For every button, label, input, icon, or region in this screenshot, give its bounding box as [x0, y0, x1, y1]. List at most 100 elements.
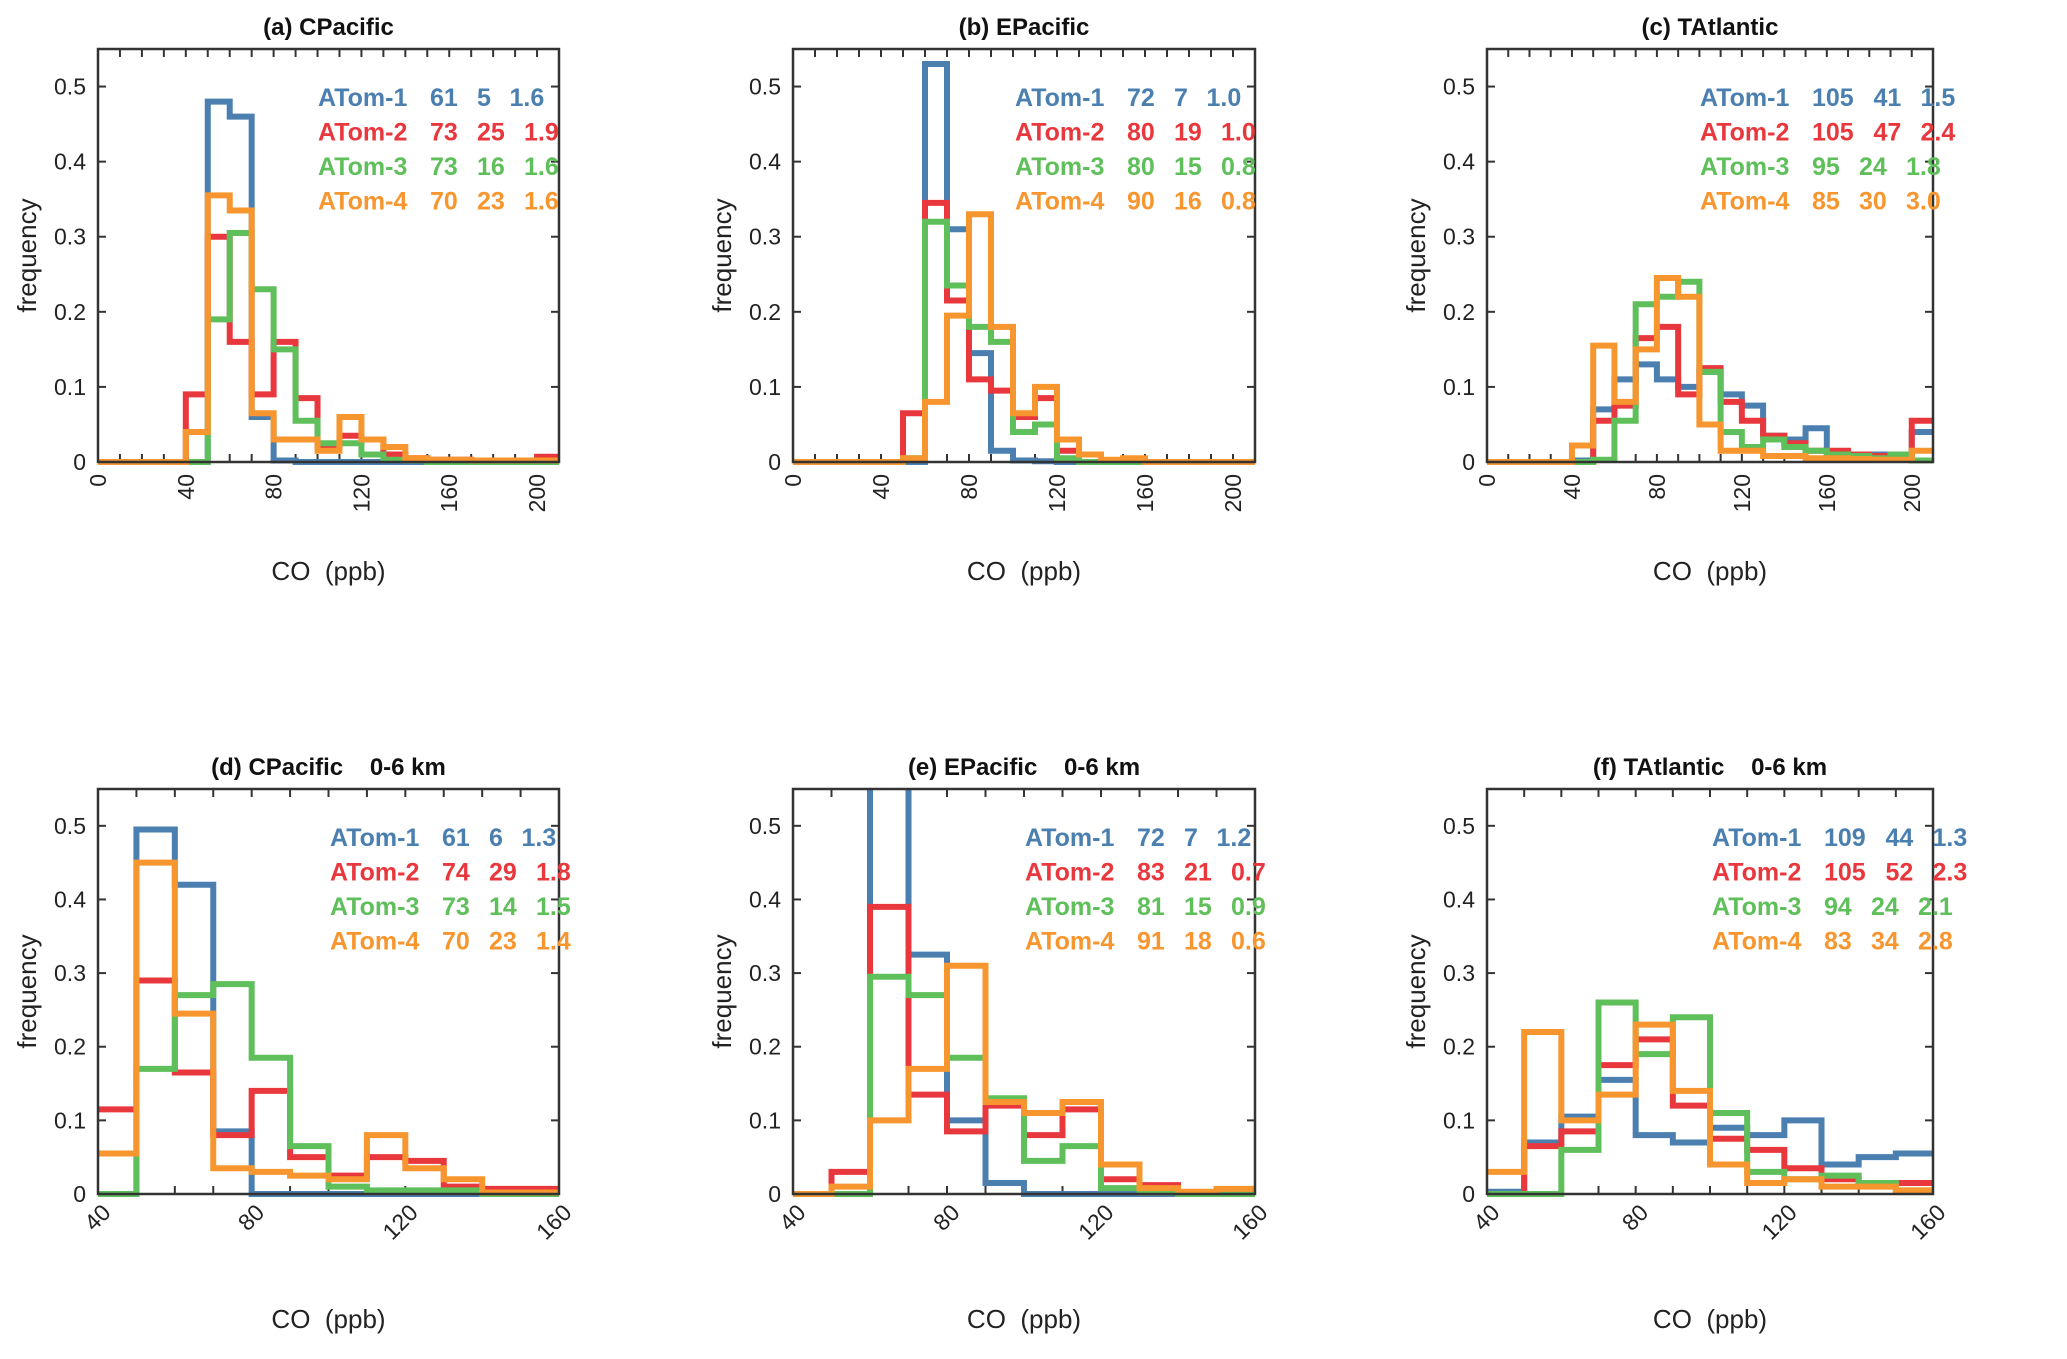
legend-entry-name: ATom-2 — [318, 119, 407, 147]
panel-title: (f) TAtlantic 0-6 km — [1593, 754, 1827, 781]
legend-entry-stat: 0.8 — [1221, 188, 1256, 216]
legend-entry-name: ATom-3 — [1025, 893, 1114, 921]
legend-entry-stat: 80 — [1127, 119, 1155, 147]
legend-entry-stat: 83 — [1824, 928, 1852, 956]
x-tick-label: 160 — [531, 1199, 577, 1245]
x-tick-label: 160 — [436, 474, 462, 512]
y-tick-label: 0.3 — [54, 960, 86, 986]
legend-entry-name: ATom-2 — [1700, 119, 1789, 147]
legend-entry-stat: 80 — [1127, 153, 1155, 181]
x-tick-label: 160 — [1905, 1199, 1951, 1245]
legend-entry-stat: 1.0 — [1221, 119, 1256, 147]
legend-entry-stat: 0.7 — [1231, 859, 1266, 887]
legend-entry-stat: 15 — [1184, 893, 1212, 921]
y-tick-label: 0.2 — [749, 299, 781, 325]
x-tick-label: 120 — [1044, 474, 1070, 512]
y-tick-label: 0.3 — [1443, 224, 1475, 250]
y-tick-label: 0.5 — [749, 813, 781, 839]
series-atom-3-line — [1487, 278, 1933, 465]
x-axis-label: CO (ppb) — [271, 1304, 385, 1334]
legend-entry-stat: 23 — [477, 188, 505, 216]
y-tick-label: 0.4 — [749, 886, 781, 912]
legend-entry-stat: 47 — [1874, 119, 1902, 147]
series-atom-3-line — [793, 973, 1255, 1197]
series-atom-4-line — [98, 859, 559, 1196]
y-axis-label: frequency — [707, 934, 737, 1048]
legend-entry-name: ATom-1 — [1712, 824, 1801, 852]
legend-entry-stat: 109 — [1824, 824, 1866, 852]
x-tick-label: 80 — [1617, 1199, 1653, 1235]
legend-entry-stat: 2.4 — [1921, 119, 1956, 147]
x-axis-label: CO (ppb) — [1653, 1304, 1767, 1334]
legend-entry-stat: 73 — [442, 893, 470, 921]
y-tick-label: 0.1 — [54, 374, 86, 400]
legend-entry-stat: 1.5 — [1921, 84, 1956, 112]
y-tick-label: 0.1 — [749, 1107, 781, 1133]
y-tick-label: 0.1 — [1443, 1107, 1475, 1133]
series-atom-3-line — [98, 981, 559, 1197]
legend-entry-name: ATom-1 — [1700, 84, 1789, 112]
legend-entry-stat: 1.6 — [510, 84, 545, 112]
y-tick-label: 0.4 — [54, 886, 86, 912]
legend-entry-stat: 1.8 — [536, 859, 571, 887]
y-tick-label: 0.1 — [749, 374, 781, 400]
legend-entry-name: ATom-3 — [1712, 893, 1801, 921]
legend-entry-stat: 21 — [1184, 859, 1212, 887]
legend-entry-stat: 72 — [1137, 824, 1165, 852]
y-tick-label: 0.3 — [54, 224, 86, 250]
x-tick-label: 120 — [1729, 474, 1755, 512]
panel-title: (d) CPacific 0-6 km — [211, 754, 446, 781]
legend-entry-stat: 41 — [1874, 84, 1902, 112]
legend-entry-stat: 81 — [1137, 893, 1165, 921]
legend-entry-stat: 1.6 — [524, 153, 559, 181]
legend-entry-stat: 18 — [1184, 928, 1212, 956]
x-tick-label: 200 — [524, 474, 550, 512]
x-axis-label: CO (ppb) — [967, 556, 1081, 586]
legend-entry-name: ATom-1 — [318, 84, 407, 112]
legend-entry-stat: 85 — [1812, 188, 1840, 216]
y-axis-label: frequency — [12, 934, 42, 1048]
legend-entry-name: ATom-1 — [1015, 84, 1104, 112]
y-tick-label: 0 — [768, 449, 781, 475]
y-axis-label: frequency — [1401, 934, 1431, 1048]
y-tick-label: 0.5 — [54, 74, 86, 100]
y-tick-label: 0.2 — [1443, 299, 1475, 325]
y-tick-label: 0.2 — [54, 299, 86, 325]
x-tick-label: 120 — [377, 1199, 423, 1245]
y-tick-label: 0.1 — [1443, 374, 1475, 400]
legend-entry-stat: 74 — [442, 859, 470, 887]
x-tick-label: 160 — [1227, 1199, 1273, 1245]
axes-frame — [1485, 787, 1935, 1196]
x-tick-label: 80 — [928, 1199, 964, 1235]
series-atom-3-line — [98, 229, 559, 465]
y-tick-label: 0.4 — [1443, 886, 1475, 912]
legend-entry-stat: 24 — [1859, 153, 1887, 181]
legend-entry-name: ATom-2 — [1712, 859, 1801, 887]
axes-frame — [791, 787, 1257, 1196]
legend-entry-name: ATom-4 — [330, 928, 419, 956]
legend-entry-stat: 1.5 — [536, 893, 571, 921]
y-tick-label: 0.2 — [749, 1034, 781, 1060]
legend-entry-stat: 5 — [477, 84, 491, 112]
y-tick-label: 0.5 — [749, 74, 781, 100]
y-tick-label: 0.2 — [54, 1034, 86, 1060]
x-tick-label: 160 — [1814, 474, 1840, 512]
legend-entry-name: ATom-2 — [1015, 119, 1104, 147]
y-axis-label: frequency — [707, 198, 737, 312]
series-atom-2-line — [98, 233, 559, 465]
y-tick-label: 0.4 — [749, 149, 781, 175]
y-tick-label: 0 — [1462, 1181, 1475, 1207]
legend-entry-name: ATom-2 — [1025, 859, 1114, 887]
legend-entry-name: ATom-3 — [1700, 153, 1789, 181]
legend-entry-stat: 25 — [477, 119, 505, 147]
x-tick-label: 80 — [956, 474, 982, 500]
x-axis-label: CO (ppb) — [967, 1304, 1081, 1334]
x-tick-label: 120 — [1073, 1199, 1119, 1245]
y-tick-label: 0.3 — [749, 960, 781, 986]
x-axis-label: CO (ppb) — [271, 556, 385, 586]
legend-entry-stat: 1.6 — [524, 188, 559, 216]
series-atom-4-line — [793, 962, 1255, 1197]
